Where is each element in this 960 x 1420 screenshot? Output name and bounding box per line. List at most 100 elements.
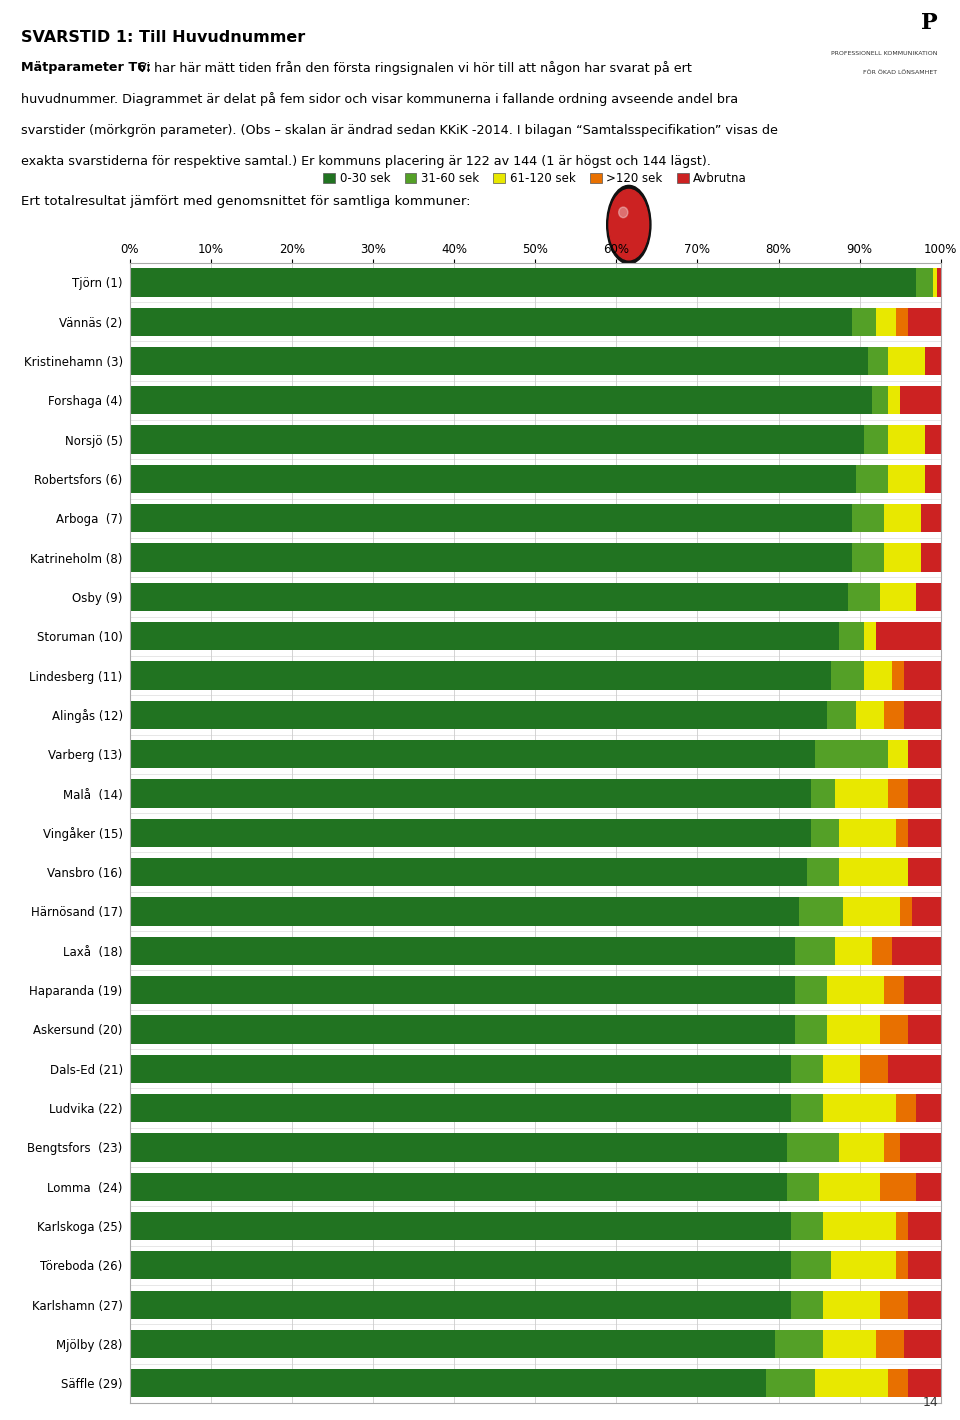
Bar [876,1329,904,1358]
Bar [897,1093,917,1122]
Bar [823,1211,897,1240]
Bar [835,780,888,808]
Text: FÖR ÖKAD LÖNSAMHET: FÖR ÖKAD LÖNSAMHET [863,71,937,75]
Bar [786,1133,839,1162]
Bar [130,346,868,375]
Bar [904,1329,941,1358]
Bar [844,897,900,926]
Bar [823,1055,860,1083]
Bar [828,1015,880,1044]
Bar [130,1329,775,1358]
Bar [888,346,924,375]
Bar [130,897,799,926]
Bar [904,662,941,690]
Bar [130,1093,791,1122]
Bar [855,464,888,493]
Bar [130,1211,791,1240]
Bar [839,622,864,650]
Bar [884,1133,900,1162]
Bar [852,544,884,572]
Bar [908,1015,941,1044]
Bar [917,1173,941,1201]
Bar [884,504,921,532]
Bar [852,308,876,337]
Bar [130,976,795,1004]
Bar [775,1329,823,1358]
Bar [860,1055,888,1083]
Bar [786,1173,819,1201]
Bar [892,937,941,966]
Bar [908,1211,941,1240]
Bar [795,976,828,1004]
Bar [852,504,884,532]
Bar [130,464,855,493]
Bar [130,1291,791,1319]
Bar [933,268,937,297]
Bar [130,426,864,454]
Bar [888,780,908,808]
Bar [872,937,892,966]
Bar [828,700,855,728]
Bar [897,308,908,337]
Bar [130,858,807,886]
Bar [130,386,872,415]
Bar [811,819,839,846]
Bar [876,622,941,650]
Bar [795,1015,828,1044]
Bar [900,386,941,415]
Bar [872,386,888,415]
Bar [904,700,941,728]
Circle shape [609,189,649,260]
Text: SVARSTID 1: Till Huvudnummer: SVARSTID 1: Till Huvudnummer [21,30,305,45]
Bar [924,426,941,454]
Bar [917,1093,941,1122]
Bar [900,897,912,926]
Bar [904,976,941,1004]
Bar [831,662,864,690]
Bar [888,464,924,493]
Bar [815,1369,888,1397]
Text: huvudnummer. Diagrammet är delat på fem sidor och visar kommunerna i fallande or: huvudnummer. Diagrammet är delat på fem … [21,92,738,106]
Bar [831,1251,897,1279]
Bar [130,582,848,611]
Bar [130,1133,786,1162]
Bar [917,268,933,297]
Bar [880,1015,908,1044]
Bar [130,1015,795,1044]
Bar [791,1055,823,1083]
Bar [791,1251,831,1279]
Bar [130,1173,786,1201]
Bar [908,1369,941,1397]
Bar [130,544,852,572]
Bar [811,780,835,808]
Bar [864,622,876,650]
Bar [924,346,941,375]
Bar [880,1173,917,1201]
Text: PROFESSIONELL KOMMUNIKATION: PROFESSIONELL KOMMUNIKATION [831,51,937,55]
Bar [855,700,884,728]
Bar [766,1369,815,1397]
Bar [130,700,828,728]
Bar [130,937,795,966]
Bar [799,897,844,926]
Text: 14: 14 [924,1396,939,1409]
Text: P: P [921,11,937,34]
Circle shape [607,186,651,264]
Bar [908,819,941,846]
Bar [908,308,941,337]
Bar [888,1055,941,1083]
Bar [888,1369,908,1397]
Bar [908,780,941,808]
Bar [130,662,831,690]
Bar [912,897,941,926]
Bar [823,1291,880,1319]
Bar [791,1211,823,1240]
Bar [880,1291,908,1319]
Bar [130,780,811,808]
Bar [880,582,917,611]
Bar [835,937,872,966]
Bar [839,819,897,846]
Bar [130,308,852,337]
Bar [884,700,904,728]
Bar [130,740,815,768]
